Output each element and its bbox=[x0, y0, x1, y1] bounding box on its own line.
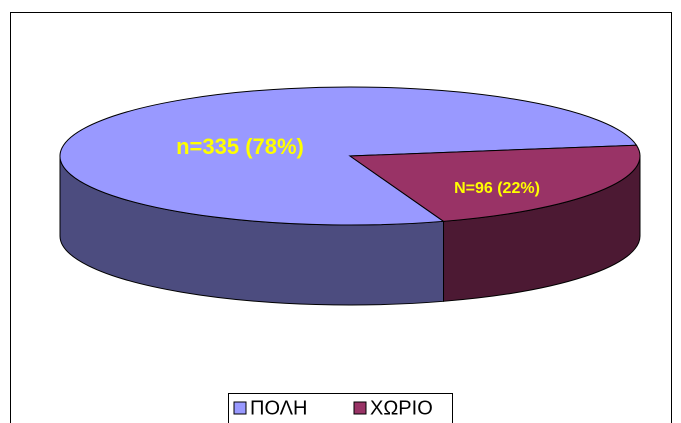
data-label: n=335 (78%) bbox=[176, 134, 304, 159]
legend-label: ΠΟΛΗ bbox=[250, 397, 307, 419]
pie: n=335 (78%) N=96 (22%) bbox=[59, 86, 641, 306]
legend-label: ΧΩΡΙΟ bbox=[370, 397, 433, 419]
pie-slice bbox=[348, 144, 641, 222]
data-label: N=96 (22%) bbox=[454, 180, 540, 197]
legend-swatch bbox=[353, 401, 367, 415]
legend: ΠΟΛΗ ΧΩΡΙΟ bbox=[233, 397, 433, 419]
legend-swatch bbox=[233, 401, 247, 415]
legend-box bbox=[228, 393, 453, 423]
pie-slice bbox=[59, 86, 638, 226]
